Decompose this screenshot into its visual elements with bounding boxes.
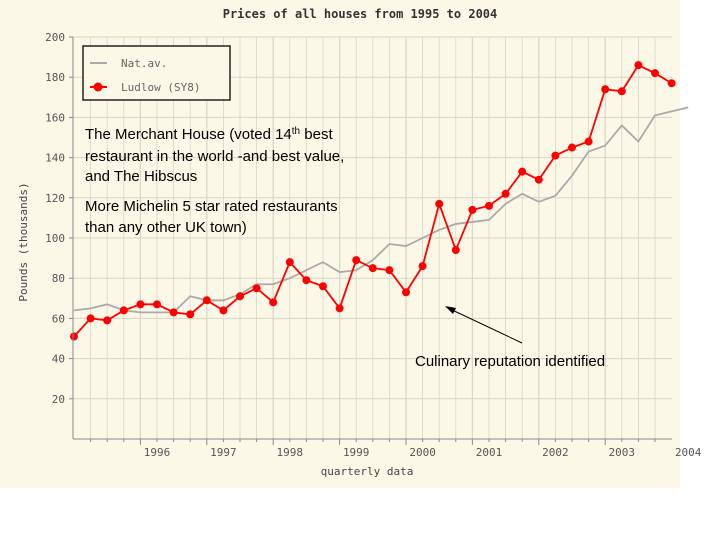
- data-point-ludlow: [501, 189, 510, 198]
- legend-box: [82, 45, 231, 101]
- y-axis-label: Pounds (thousands): [17, 182, 30, 301]
- legend-label-ludlow: Ludlow (SY8): [121, 81, 200, 94]
- x-tick-label: 1997: [210, 446, 237, 459]
- x-tick-label: 2004: [675, 446, 702, 459]
- data-point-ludlow: [153, 300, 161, 309]
- y-tick-label: 200: [45, 31, 65, 44]
- data-point-ludlow: [518, 167, 527, 176]
- x-axis-ticks: 1996 1997 1998 1999 2000 2001 2002 2003 2004: [90, 439, 702, 459]
- data-point-ludlow: [352, 256, 361, 265]
- x-tick-label: 2002: [542, 446, 569, 459]
- data-point-ludlow: [601, 85, 610, 94]
- y-tick-label: 180: [45, 71, 65, 84]
- annotation-merchant-line1: The Merchant House (voted 14th best: [85, 126, 333, 143]
- data-point-ludlow: [252, 284, 261, 293]
- annotation-restaurants: The Merchant House (voted 14th best rest…: [85, 126, 344, 236]
- data-point-ludlow: [651, 69, 659, 78]
- data-point-ludlow: [236, 292, 244, 301]
- x-tick-label: 1998: [277, 446, 304, 459]
- x-tick-label: 2000: [409, 446, 436, 459]
- annotation-michelin-line2: than any other UK town): [85, 219, 247, 236]
- annotation-culinary-text: Culinary reputation identified: [415, 353, 605, 370]
- data-point-ludlow: [468, 205, 477, 214]
- data-point-ludlow: [485, 201, 493, 210]
- x-tick-label: 1996: [144, 446, 171, 459]
- legend: Nat.av. Ludlow (SY8): [82, 45, 231, 101]
- data-point-ludlow: [136, 300, 145, 309]
- data-point-ludlow: [551, 151, 560, 160]
- data-point-ludlow: [202, 296, 211, 305]
- legend-label-nat-av: Nat.av.: [121, 57, 167, 70]
- data-point-ludlow: [418, 262, 427, 271]
- data-point-ludlow: [269, 298, 278, 307]
- data-point-ludlow: [617, 87, 626, 96]
- data-point-ludlow: [435, 199, 444, 208]
- legend-marker-ludlow: [93, 82, 103, 92]
- y-tick-label: 40: [52, 353, 65, 366]
- data-point-ludlow: [451, 246, 460, 255]
- y-tick-label: 160: [45, 111, 65, 124]
- data-point-ludlow: [667, 79, 676, 88]
- x-axis-label: quarterly data: [321, 465, 414, 478]
- data-point-ludlow: [285, 258, 294, 267]
- x-tick-label: 1999: [343, 446, 370, 459]
- data-point-ludlow: [70, 332, 78, 341]
- annotation-merchant-line3: and The Hibscus: [85, 168, 197, 185]
- y-tick-label: 80: [52, 272, 65, 285]
- y-tick-label: 60: [52, 312, 65, 325]
- data-point-ludlow: [119, 306, 128, 315]
- data-point-ludlow: [319, 282, 327, 291]
- data-point-ludlow: [219, 306, 228, 315]
- data-point-ludlow: [402, 288, 410, 297]
- data-point-ludlow: [335, 304, 344, 313]
- data-point-ludlow: [634, 61, 643, 70]
- y-tick-label: 20: [52, 393, 65, 406]
- x-tick-label: 2001: [476, 446, 503, 459]
- data-point-ludlow: [86, 314, 95, 323]
- x-tick-label: 2003: [609, 446, 636, 459]
- chart-title: Prices of all houses from 1995 to 2004: [223, 7, 498, 21]
- y-tick-label: 120: [45, 192, 65, 205]
- data-point-ludlow: [186, 310, 195, 319]
- data-point-ludlow: [302, 276, 311, 285]
- data-point-ludlow: [385, 266, 394, 275]
- data-point-ludlow: [584, 137, 593, 146]
- y-tick-label: 140: [45, 152, 65, 165]
- annotation-michelin-line1: More Michelin 5 star rated restaurants: [85, 198, 338, 215]
- annotation-arrow-line: [447, 307, 523, 344]
- data-point-ludlow: [568, 143, 576, 152]
- data-point-ludlow: [103, 316, 112, 325]
- annotation-culinary: Culinary reputation identified: [415, 306, 605, 370]
- y-tick-label: 100: [45, 232, 65, 245]
- data-point-ludlow: [169, 308, 178, 317]
- annotation-merchant-line2: restaurant in the world -and best value,: [85, 148, 344, 165]
- data-point-ludlow: [534, 175, 543, 184]
- y-axis-ticks: 20 40 60 80 100 120 140 160 180 200: [45, 31, 73, 406]
- plot-series: [70, 61, 689, 341]
- annotation-arrow-head: [445, 306, 456, 314]
- data-point-ludlow: [368, 264, 377, 273]
